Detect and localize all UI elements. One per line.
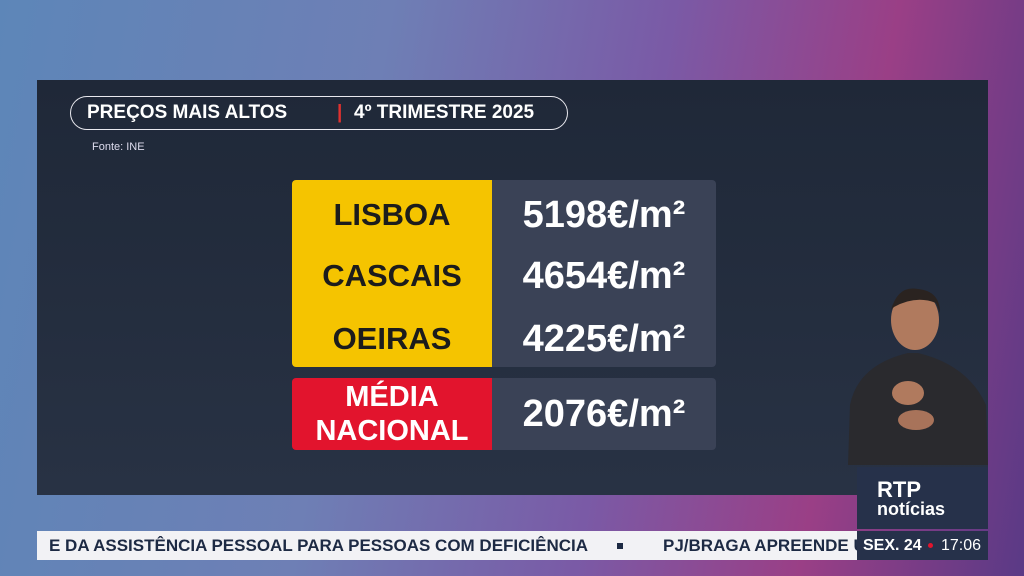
average-value: 2076€/m² <box>522 392 686 435</box>
logo-noticias: notícias <box>877 499 946 519</box>
logo-rtp: RTP <box>877 477 921 502</box>
average-line2: NACIONAL <box>315 415 469 447</box>
logo: RTP notícias <box>857 467 988 529</box>
red-box <box>292 378 492 450</box>
row-value: 5198€/m² <box>522 193 686 236</box>
subtitle: 4º TRIMESTRE 2025 <box>354 102 535 123</box>
title: PREÇOS MAIS ALTOS <box>87 102 288 123</box>
average-label: MÉDIA NACIONAL <box>292 378 492 450</box>
value-box <box>492 180 716 367</box>
ticker-bullet <box>617 543 623 549</box>
ticker: E DA ASSISTÊNCIA PESSOAL PARA PESSOAS CO… <box>37 531 857 560</box>
row-label: CASCAIS <box>322 258 462 293</box>
ticker-item: PJ/BRAGA APREENDE U <box>663 536 857 555</box>
time: 17:06 <box>941 537 982 554</box>
row-value: 4225€/m² <box>522 317 686 360</box>
value-box <box>492 378 716 450</box>
row-label: LISBOA <box>333 197 451 232</box>
yellow-box <box>292 180 492 367</box>
row-label: OEIRAS <box>332 321 452 356</box>
separator: | <box>337 102 343 123</box>
average-line1: MÉDIA <box>345 381 439 413</box>
presenter <box>848 288 988 465</box>
day: SEX. 24 <box>863 537 922 554</box>
clock-dot <box>928 543 933 548</box>
header-pill: PREÇOS MAIS ALTOS | 4º TRIMESTRE 2025 <box>70 96 568 130</box>
row-value: 4654€/m² <box>522 254 686 297</box>
clock: SEX. 24 17:06 <box>857 531 988 560</box>
ticker-item: E DA ASSISTÊNCIA PESSOAL PARA PESSOAS CO… <box>49 536 589 555</box>
source: Fonte: INE <box>92 141 145 153</box>
